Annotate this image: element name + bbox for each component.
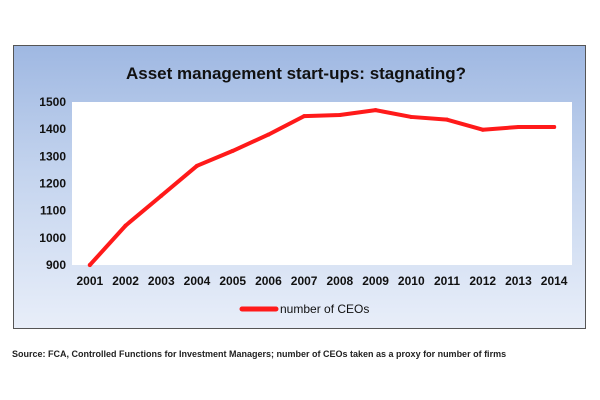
data-point bbox=[552, 124, 557, 129]
legend: number of CEOs bbox=[239, 302, 369, 316]
y-tick-label: 1000 bbox=[39, 231, 66, 245]
data-point bbox=[480, 127, 485, 132]
y-tick-label: 1500 bbox=[39, 95, 66, 109]
x-axis: 2001 2002 2003 2004 2005 2006 2007 2008 2009 2010… bbox=[77, 274, 568, 288]
data-point bbox=[87, 263, 92, 267]
plot-area bbox=[72, 102, 572, 265]
x-tick-label: 2004 bbox=[184, 274, 211, 288]
data-point bbox=[159, 193, 164, 198]
x-tick-label: 2011 bbox=[434, 274, 460, 288]
data-point bbox=[230, 148, 235, 153]
y-tick-label: 1200 bbox=[39, 177, 66, 191]
data-point bbox=[409, 114, 414, 119]
data-point bbox=[195, 163, 199, 168]
y-tick-label: 1400 bbox=[39, 122, 66, 136]
y-tick-label: 1100 bbox=[40, 204, 66, 218]
data-point bbox=[302, 114, 307, 119]
source-note: Source: FCA, Controlled Functions for In… bbox=[12, 349, 507, 359]
x-tick-label: 2012 bbox=[469, 274, 496, 288]
data-point bbox=[373, 108, 378, 113]
y-tick-label: 1300 bbox=[39, 149, 66, 163]
legend-label: number of CEOs bbox=[280, 302, 369, 316]
x-tick-label: 2008 bbox=[327, 274, 354, 288]
x-tick-label: 2013 bbox=[505, 274, 532, 288]
x-tick-label: 2014 bbox=[541, 274, 568, 288]
chart-title: Asset management start-ups: stagnating? bbox=[126, 64, 466, 83]
x-tick-label: 2006 bbox=[255, 274, 282, 288]
line-chart: Asset management start-ups: stagnating? … bbox=[39, 64, 572, 316]
x-tick-label: 2002 bbox=[112, 274, 139, 288]
series-line bbox=[87, 108, 557, 267]
data-point bbox=[337, 113, 342, 118]
data-point bbox=[266, 132, 271, 137]
x-tick-label: 2005 bbox=[219, 274, 246, 288]
data-point bbox=[445, 117, 449, 122]
data-point bbox=[123, 223, 128, 228]
chart-frame: Asset management start-ups: stagnating? … bbox=[13, 45, 586, 329]
series-layer bbox=[87, 108, 557, 267]
y-tick-label: 900 bbox=[46, 258, 66, 272]
x-tick-label: 2003 bbox=[148, 274, 175, 288]
x-tick-label: 2010 bbox=[398, 274, 425, 288]
x-tick-label: 2007 bbox=[291, 274, 318, 288]
x-tick-label: 2009 bbox=[362, 274, 389, 288]
data-point bbox=[516, 124, 521, 129]
y-axis: 900 1000 1100 1200 1300 1400 1500 bbox=[39, 95, 66, 272]
x-tick-label: 2001 bbox=[77, 274, 104, 288]
